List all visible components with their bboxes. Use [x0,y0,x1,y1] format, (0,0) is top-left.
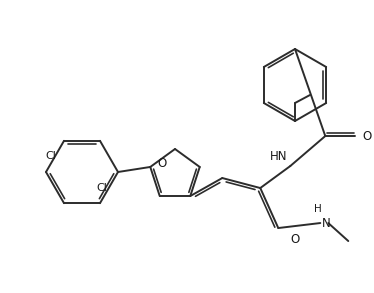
Text: Cl: Cl [45,151,56,161]
Text: O: O [158,157,167,170]
Text: O: O [290,233,300,246]
Text: O: O [362,130,371,142]
Text: N: N [322,217,331,229]
Text: HN: HN [270,150,287,163]
Text: Cl: Cl [96,183,107,193]
Text: H: H [315,204,322,214]
